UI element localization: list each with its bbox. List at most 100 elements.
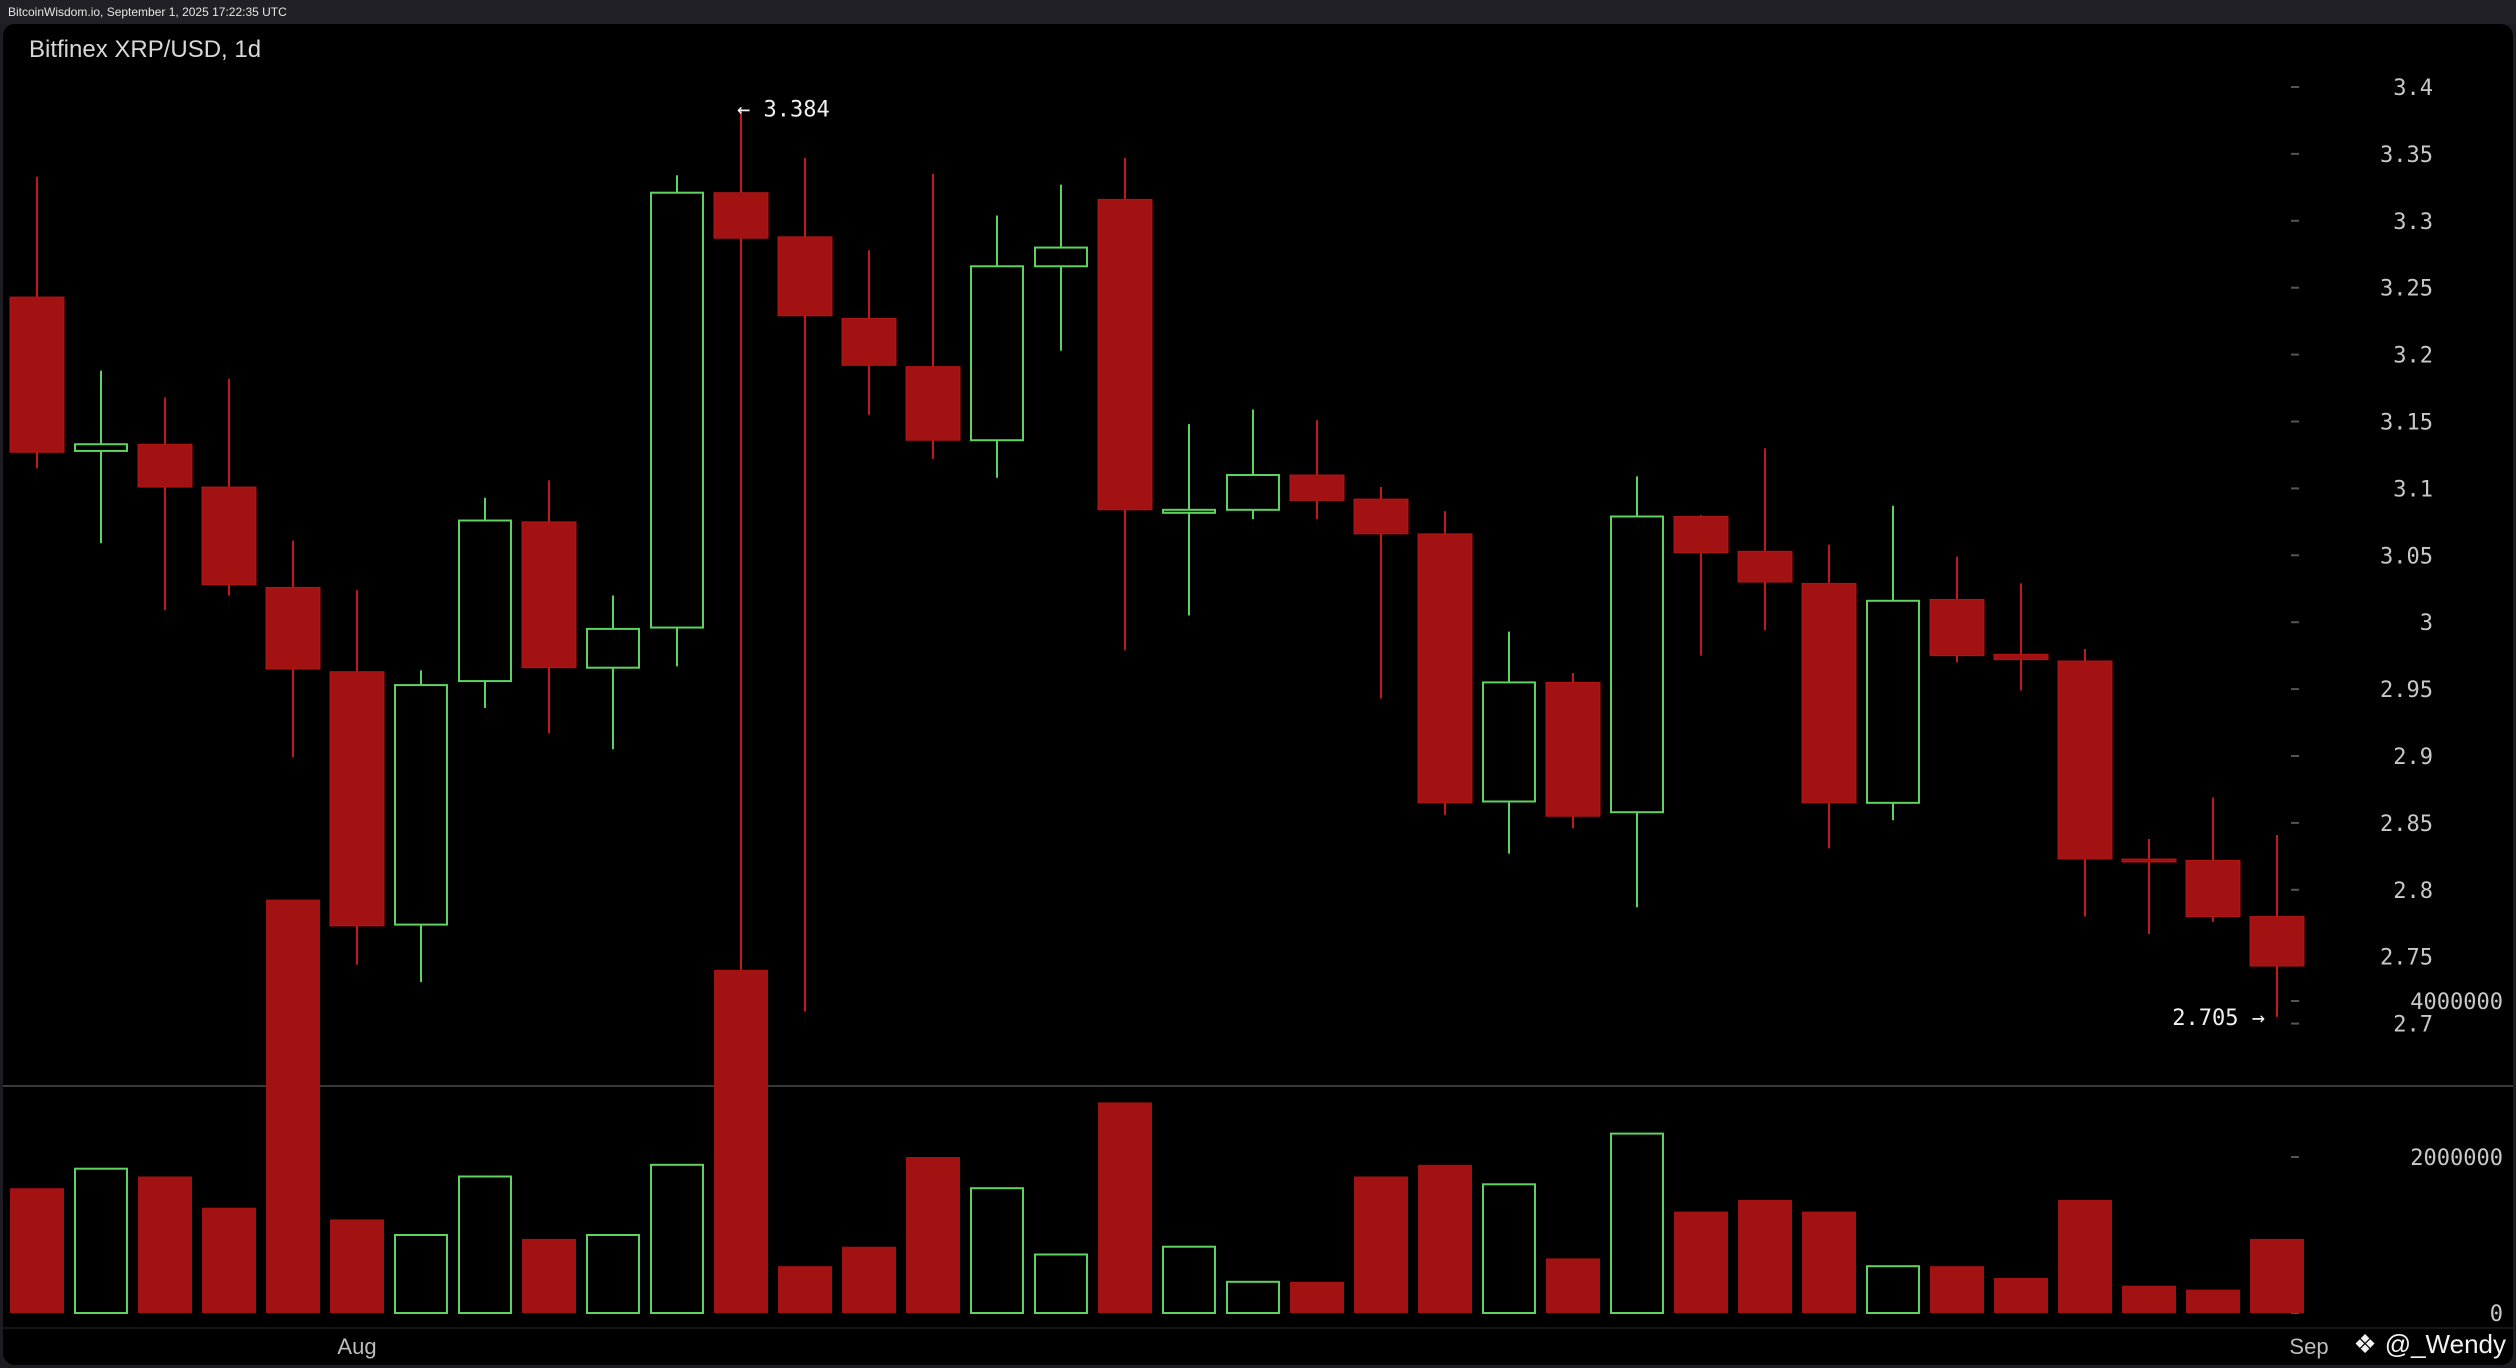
candlestick-chart[interactable]: 3.4 3.35 3.3 3.25 3.2 3.15 3.1 3.05 3 2.95 2.9 2.85… [3,24,2513,1365]
candle-body-down [2121,858,2177,863]
chart-panel[interactable]: 3.4 3.35 3.3 3.25 3.2 3.15 3.1 3.05 3 2.95 2.9 2.85… [3,24,2513,1365]
price-tick-label: 2.75 [2380,946,2433,971]
x-axis-label: Sep [2289,1334,2328,1359]
price-tick-label: 2.85 [2380,812,2433,837]
candle-body-up [1162,508,1216,514]
candle-body-down [841,317,897,366]
volume-bar-down [906,1157,960,1313]
volume-bar-up [74,1167,128,1314]
price-tick-label: 2.9 [2393,745,2433,770]
volume-bar-down [1418,1164,1472,1313]
volume-bar-up [1610,1132,1664,1314]
volume-bar-down [1290,1281,1344,1313]
volume-tick-label: 2000000 [2410,1146,2503,1171]
candle-body-down [329,671,385,927]
candle-body-down [905,366,961,441]
volume-bar-down [1674,1211,1728,1313]
volume-bar-down [1354,1176,1408,1313]
candle-body-up [970,265,1024,442]
volume-bar-up [1034,1253,1088,1314]
chart-title: Bitfinex XRP/USD, 1d [29,36,262,63]
candle-body-down [201,486,257,586]
watermark: ❖ @_Wendy [2353,1329,2506,1360]
candle-body-up [458,519,512,683]
candle-body-down [1545,681,1601,817]
volume-bar-down [1802,1211,1856,1313]
price-tick-label: 2.95 [2380,678,2433,703]
source-timestamp: BitcoinWisdom.io, September 1, 2025 17:2… [8,5,287,19]
high-price-annotation: ← 3.384 [737,97,830,122]
candle-body-up [1034,246,1088,268]
volume-tick-label: 4000000 [2410,990,2503,1015]
candle-body-down [2249,916,2305,967]
volume-bar-down [266,899,320,1313]
volume-bar-up [1226,1280,1280,1315]
volume-bar-down [1738,1199,1792,1313]
candle-body-up [650,191,704,629]
volume-bar-up [1866,1265,1920,1314]
volume-bar-down [2250,1238,2304,1313]
diamond-logo-icon: ❖ [2353,1329,2377,1359]
candle-body-down [1737,550,1793,583]
price-tick-label: 2.7 [2393,1013,2433,1038]
volume-bar-up [394,1234,448,1314]
volume-bar-up [586,1234,640,1314]
volume-bar-up [970,1187,1024,1314]
x-axis-label: Aug [337,1334,376,1359]
watermark-text: @_Wendy [2384,1329,2506,1359]
candle-body-down [713,192,769,239]
volume-bar-up [650,1163,704,1315]
candle-body-down [1673,515,1729,554]
volume-bar-down [1930,1266,1984,1313]
price-tick-label: 3.4 [2393,76,2433,101]
price-tick-label: 3.05 [2380,544,2433,569]
candle-body-down [1801,582,1857,804]
candle-body-down [1353,498,1409,535]
volume-tick-label: 0 [2490,1302,2503,1327]
price-tick-label: 3.1 [2393,477,2433,502]
candle-body-down [265,586,321,670]
candle-body-down [521,521,577,669]
candle-body-up [1226,474,1280,511]
volume-bar-down [1098,1102,1152,1313]
price-tick-label: 3.3 [2393,210,2433,235]
candle-body-down [1417,533,1473,804]
candle-body-down [2185,859,2241,918]
candle-body-down [1289,474,1345,501]
volume-bar-down [138,1176,192,1313]
candle-body-up [1482,681,1536,803]
volume-bar-down [2122,1285,2176,1313]
volume-bar-up [1482,1183,1536,1315]
price-tick-label: 2.8 [2393,879,2433,904]
volume-bar-down [522,1238,576,1313]
volume-bar-up [458,1175,512,1314]
candle-body-down [2057,660,2113,860]
candle-body-down [777,236,833,317]
volume-bar-down [202,1207,256,1313]
volume-bar-down [1546,1258,1600,1313]
price-tick-label: 3.35 [2380,143,2433,168]
price-tick-label: 3.15 [2380,411,2433,436]
candle-body-up [1610,515,1664,814]
top-bar: BitcoinWisdom.io, September 1, 2025 17:2… [0,0,2516,24]
volume-bar-down [2186,1289,2240,1313]
candle-body-down [137,443,193,488]
candle-body-up [1866,599,1920,804]
candle-body-up [394,684,448,926]
volume-bar-down [778,1266,832,1313]
volume-bar-down [1994,1277,2048,1313]
volume-bar-up [1162,1245,1216,1314]
volume-bar-down [10,1188,64,1313]
volume-bar-down [842,1246,896,1313]
candle-body-up [74,443,128,452]
price-tick-label: 3 [2420,611,2433,636]
candle-body-up [586,627,640,669]
candle-body-down [9,296,65,453]
volume-bar-down [714,969,768,1313]
price-tick-label: 3.25 [2380,277,2433,302]
volume-bar-down [2058,1199,2112,1313]
low-price-annotation: 2.705 → [2172,1006,2265,1031]
candle-body-down [1929,598,1985,657]
volume-bar-down [330,1219,384,1313]
